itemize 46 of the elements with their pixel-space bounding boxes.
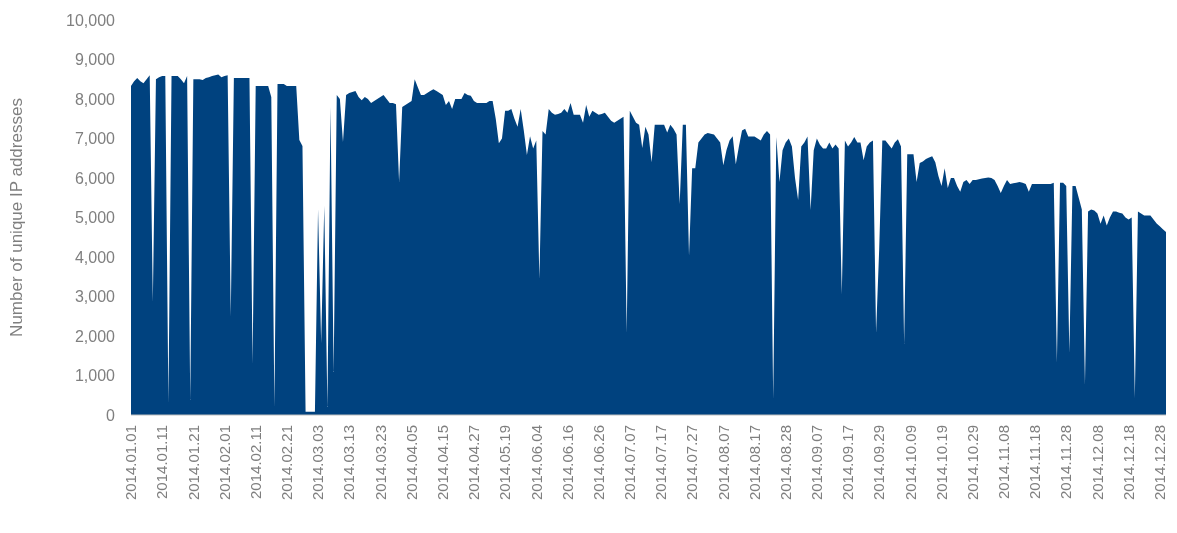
x-tick-label: 2014.10.09 bbox=[901, 425, 919, 501]
x-tick-label: 2014.07.07 bbox=[621, 425, 639, 501]
x-tick-label: 2014.02.01 bbox=[215, 425, 233, 501]
x-tick-label: 2014.12.28 bbox=[1151, 425, 1169, 501]
x-tick-label: 2014.12.08 bbox=[1088, 425, 1106, 501]
x-tick-label: 2014.06.04 bbox=[527, 425, 545, 501]
x-tick-label: 2014.05.19 bbox=[496, 425, 514, 501]
x-tick-label: 2014.04.15 bbox=[434, 425, 451, 501]
y-tick-label: 0 bbox=[106, 406, 116, 424]
x-tick-label: 2014.02.11 bbox=[246, 425, 264, 499]
x-tick-label: 2014.03.23 bbox=[371, 425, 389, 501]
x-tick-label: 2014.11.18 bbox=[1026, 425, 1044, 499]
x-tick-label: 2014.11.28 bbox=[1057, 425, 1075, 499]
y-tick-label: 10,000 bbox=[66, 11, 116, 29]
x-tick-label: 2014.07.27 bbox=[683, 425, 701, 501]
x-tick-label: 2014.04.27 bbox=[465, 425, 483, 501]
x-tick-label: 2014.04.05 bbox=[402, 425, 420, 501]
x-tick-label: 2014.01.11 bbox=[153, 425, 171, 499]
x-tick-label: 2014.07.17 bbox=[652, 425, 670, 501]
y-tick-label: 7,000 bbox=[74, 130, 116, 148]
y-tick-label: 6,000 bbox=[74, 169, 116, 187]
x-tick-label: 2014.12.18 bbox=[1119, 425, 1137, 501]
x-tick-label: 2014.09.29 bbox=[870, 425, 888, 501]
x-tick-label: 2014.03.13 bbox=[340, 425, 358, 501]
x-tick-label: 2014.10.19 bbox=[932, 425, 950, 501]
x-tick-label: 2014.02.21 bbox=[278, 425, 296, 501]
x-tick-label: 2014.08.07 bbox=[714, 425, 732, 501]
x-tick-label: 2014.08.17 bbox=[745, 425, 763, 501]
x-tick-label: 2014.06.26 bbox=[589, 425, 607, 501]
y-tick-label: 5,000 bbox=[74, 209, 116, 227]
y-tick-label: 3,000 bbox=[74, 288, 116, 306]
y-tick-label: 2,000 bbox=[74, 327, 116, 345]
x-tick-label: 2014.09.07 bbox=[808, 425, 826, 501]
x-tick-label: 2014.08.28 bbox=[776, 425, 794, 501]
x-tick-label: 2014.11.08 bbox=[995, 425, 1013, 499]
x-tick-label: 2014.09.17 bbox=[839, 425, 857, 501]
x-tick-label: 2014.06.16 bbox=[558, 425, 576, 501]
y-tick-label: 1,000 bbox=[74, 367, 116, 385]
x-tick-label: 2014.01.01 bbox=[122, 425, 140, 501]
y-tick-label: 4,000 bbox=[74, 248, 116, 266]
y-tick-label: 9,000 bbox=[74, 51, 116, 69]
x-tick-label: 2014.10.29 bbox=[963, 425, 981, 501]
y-tick-label: 8,000 bbox=[74, 90, 116, 108]
x-tick-label: 2014.03.03 bbox=[309, 425, 327, 501]
x-tick-label: 2014.01.21 bbox=[184, 425, 202, 501]
y-axis-title: Number of unique IP addresses bbox=[7, 98, 26, 337]
